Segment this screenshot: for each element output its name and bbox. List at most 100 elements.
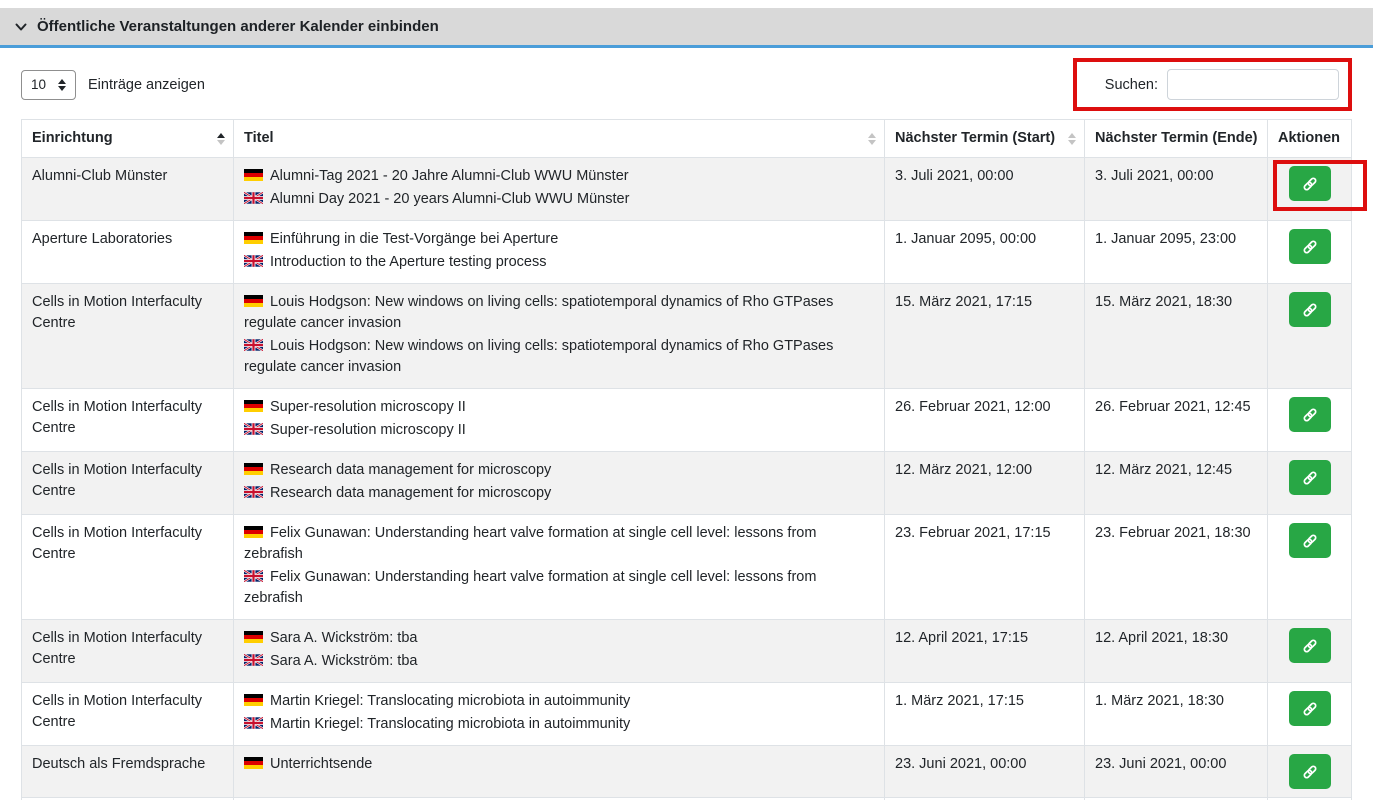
title-line: Alumni Day 2021 - 20 years Alumni-Club W… bbox=[244, 189, 874, 210]
link-icon bbox=[1302, 470, 1318, 486]
page-size-value: 10 bbox=[31, 77, 47, 92]
start-cell: 23. Februar 2021, 17:15 bbox=[884, 514, 1085, 621]
einrichtung-cell: Cells in Motion Interfaculty Centre bbox=[21, 388, 234, 453]
table-row: Cells in Motion Interfaculty Centre Supe… bbox=[21, 388, 1352, 453]
table-row: Alumni-Club Münster Alumni-Tag 2021 - 20… bbox=[21, 157, 1367, 222]
annotation-box-search: Suchen: bbox=[1072, 58, 1352, 111]
table-header-row: Einrichtung Titel Nächster Termin (Start… bbox=[21, 118, 1352, 159]
flag-de-icon bbox=[244, 232, 263, 245]
link-icon bbox=[1302, 239, 1318, 255]
link-button[interactable] bbox=[1288, 754, 1331, 790]
title-line: Alumni-Tag 2021 - 20 Jahre Alumni-Club W… bbox=[244, 166, 874, 187]
link-icon bbox=[1302, 638, 1318, 654]
title-text: Unterrichtsende bbox=[270, 756, 373, 773]
search-input[interactable] bbox=[1167, 69, 1339, 100]
title-text: Introduction to the Aperture testing pro… bbox=[270, 254, 547, 271]
einrichtung-cell: Cells in Motion Interfaculty Centre bbox=[21, 682, 234, 747]
einrichtung-cell: Deutsch als Fremdsprache bbox=[21, 745, 234, 799]
title-text: Louis Hodgson: New windows on living cel… bbox=[244, 294, 834, 332]
end-cell: 12. März 2021, 12:45 bbox=[1084, 451, 1268, 516]
einrichtung-cell: Cells in Motion Interfaculty Centre bbox=[21, 451, 234, 516]
title-text: Alumni-Tag 2021 - 20 Jahre Alumni-Club W… bbox=[270, 168, 629, 185]
title-text: Sara A. Wickström: tba bbox=[270, 653, 418, 670]
table-row: Aperture Laboratories Einführung in die … bbox=[21, 220, 1352, 285]
aktionen-cell bbox=[1267, 283, 1352, 390]
end-cell: 1. März 2021, 18:30 bbox=[1084, 682, 1268, 747]
einrichtung-cell: Cells in Motion Interfaculty Centre bbox=[21, 514, 234, 621]
caret-up-down-icon bbox=[58, 78, 66, 91]
title-line: Martin Kriegel: Translocating microbiota… bbox=[244, 714, 874, 735]
flag-de-icon bbox=[244, 400, 263, 413]
flag-de-icon bbox=[244, 295, 263, 308]
page-size-select[interactable]: 10 bbox=[21, 69, 76, 100]
flag-de-icon bbox=[244, 694, 263, 707]
link-icon bbox=[1302, 302, 1318, 318]
table-body: Alumni-Club Münster Alumni-Tag 2021 - 20… bbox=[21, 157, 1367, 800]
flag-en-icon bbox=[244, 423, 263, 436]
column-header-titel[interactable]: Titel bbox=[233, 118, 885, 159]
table-row: Cells in Motion Interfaculty Centre Sara… bbox=[21, 619, 1352, 684]
aktionen-cell bbox=[1267, 451, 1352, 516]
title-line: Louis Hodgson: New windows on living cel… bbox=[244, 336, 874, 378]
start-cell: 1. März 2021, 17:15 bbox=[884, 682, 1085, 747]
table-row: Cells in Motion Interfaculty Centre Rese… bbox=[21, 451, 1352, 516]
flag-en-icon bbox=[244, 339, 263, 352]
end-cell: 23. Juni 2021, 00:00 bbox=[1084, 745, 1268, 799]
link-icon bbox=[1302, 407, 1318, 423]
einrichtung-cell: Cells in Motion Interfaculty Centre bbox=[21, 619, 234, 684]
title-line: Unterrichtsende bbox=[244, 754, 874, 775]
flag-de-icon bbox=[244, 463, 263, 476]
titel-cell: Super-resolution microscopy II Super-reso… bbox=[233, 388, 885, 453]
table-row: Cells in Motion Interfaculty Centre Feli… bbox=[21, 514, 1352, 621]
flag-en-icon bbox=[244, 570, 263, 583]
column-header-ende[interactable]: Nächster Termin (Ende) bbox=[1084, 118, 1268, 159]
section-header[interactable]: Öffentliche Veranstaltungen anderer Kale… bbox=[0, 8, 1373, 48]
entries-label: Einträge anzeigen bbox=[88, 76, 205, 93]
end-cell: 3. Juli 2021, 00:00 bbox=[1084, 157, 1268, 222]
column-header-einrichtung[interactable]: Einrichtung bbox=[21, 118, 234, 159]
link-button[interactable] bbox=[1288, 166, 1331, 202]
column-header-aktionen: Aktionen bbox=[1267, 118, 1352, 159]
title-text: Sara A. Wickström: tba bbox=[270, 630, 418, 647]
title-line: Super-resolution microscopy II bbox=[244, 397, 874, 418]
title-text: Research data management for microscopy bbox=[270, 485, 552, 502]
flag-de-icon bbox=[244, 526, 263, 539]
flag-en-icon bbox=[244, 486, 263, 499]
link-button[interactable] bbox=[1288, 523, 1331, 559]
title-line: Einführung in die Test-Vorgänge bei Aper… bbox=[244, 229, 874, 250]
link-button[interactable] bbox=[1288, 397, 1331, 433]
titel-cell: Alumni-Tag 2021 - 20 Jahre Alumni-Club W… bbox=[233, 157, 885, 222]
titel-cell: Einführung in die Test-Vorgänge bei Aper… bbox=[233, 220, 885, 285]
title-line: Research data management for microscopy bbox=[244, 460, 874, 481]
start-cell: 26. Februar 2021, 12:00 bbox=[884, 388, 1085, 453]
flag-en-icon bbox=[244, 717, 263, 730]
title-line: Martin Kriegel: Translocating microbiota… bbox=[244, 691, 874, 712]
flag-de-icon bbox=[244, 631, 263, 644]
aktionen-cell bbox=[1267, 619, 1352, 684]
link-button[interactable] bbox=[1288, 460, 1331, 496]
start-cell: 12. April 2021, 17:15 bbox=[884, 619, 1085, 684]
link-button[interactable] bbox=[1288, 628, 1331, 664]
table-row: Cells in Motion Interfaculty Centre Loui… bbox=[21, 283, 1352, 390]
chevron-down-icon[interactable] bbox=[14, 20, 28, 34]
einrichtung-cell: Aperture Laboratories bbox=[21, 220, 234, 285]
end-cell: 23. Februar 2021, 18:30 bbox=[1084, 514, 1268, 621]
table-row: Deutsch als Fremdsprache Online-Bewerbun… bbox=[21, 797, 1352, 800]
link-button[interactable] bbox=[1288, 229, 1331, 265]
title-text: Einführung in die Test-Vorgänge bei Aper… bbox=[270, 231, 559, 248]
title-text: Research data management for microscopy bbox=[270, 462, 552, 479]
events-table: Einrichtung Titel Nächster Termin (Start… bbox=[21, 118, 1367, 800]
einrichtung-cell: Alumni-Club Münster bbox=[21, 157, 234, 222]
title-text: Alumni Day 2021 - 20 years Alumni-Club W… bbox=[270, 191, 630, 208]
link-button[interactable] bbox=[1288, 292, 1331, 328]
link-button[interactable] bbox=[1288, 691, 1331, 727]
title-line: Introduction to the Aperture testing pro… bbox=[244, 252, 874, 273]
flag-de-icon bbox=[244, 169, 263, 182]
aktionen-cell bbox=[1267, 157, 1367, 222]
title-line: Sara A. Wickström: tba bbox=[244, 651, 874, 672]
section-title: Öffentliche Veranstaltungen anderer Kale… bbox=[37, 18, 439, 35]
table-row: Deutsch als Fremdsprache Unterrichtsende… bbox=[21, 745, 1352, 799]
title-line: Louis Hodgson: New windows on living cel… bbox=[244, 292, 874, 334]
column-header-start[interactable]: Nächster Termin (Start) bbox=[884, 118, 1085, 159]
aktionen-cell bbox=[1267, 745, 1352, 799]
